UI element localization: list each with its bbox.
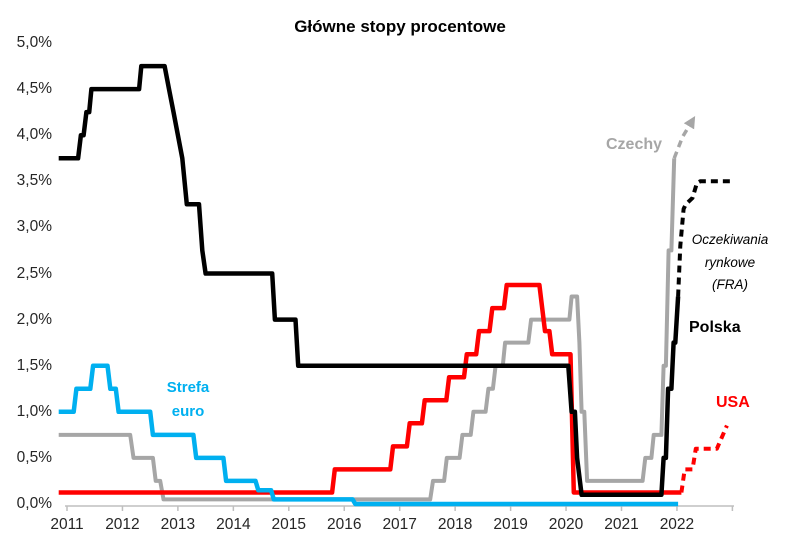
- series-line-usa: [58, 282, 682, 495]
- label-usa: USA: [716, 394, 750, 411]
- x-axis-label: 2019: [493, 516, 528, 533]
- chart-title: Główne stopy procentowe: [294, 17, 506, 36]
- x-axis-label: 2013: [160, 516, 196, 533]
- series-line-polska-forecast: [676, 179, 731, 297]
- y-axis-label: 2,5%: [16, 264, 52, 282]
- series-line-czechy: [58, 158, 677, 502]
- y-axis-label: 0,0%: [16, 495, 52, 512]
- y-axis-label: 3,0%: [16, 218, 52, 236]
- label-strefa-euro: Strefa euro: [156, 376, 220, 424]
- y-axis-label: 1,5%: [16, 356, 52, 374]
- series-lines: [58, 63, 731, 507]
- x-axis-label: 2012: [105, 516, 140, 533]
- label-czechy: Czechy: [606, 136, 663, 153]
- x-axis-label: 2016: [327, 516, 362, 533]
- x-axis-label: 2017: [382, 516, 417, 533]
- y-axis-label: 1,0%: [16, 402, 52, 420]
- x-axis-label: 2014: [216, 516, 251, 533]
- series-line-czechy-forecast: [672, 116, 696, 159]
- x-axis-label: 2021: [604, 516, 639, 533]
- x-axis-label: 2011: [50, 516, 84, 533]
- x-axis-label: 2018: [437, 516, 473, 533]
- x-axis-label: 2022: [659, 516, 695, 533]
- y-axis-label: 4,5%: [16, 80, 52, 98]
- label-fra-line3: (FRA): [712, 277, 748, 292]
- y-axis-label: 5,0%: [16, 34, 52, 51]
- y-axis-label: 3,5%: [16, 172, 52, 190]
- label-polska: Polska: [689, 319, 741, 336]
- y-axis-label: 0,5%: [16, 448, 52, 466]
- x-axis-label: 2020: [548, 516, 584, 533]
- series-line-usa-forecast: [679, 424, 729, 493]
- label-strefa-euro-line1: Strefa: [166, 379, 210, 396]
- y-axis-label: 4,0%: [16, 126, 52, 144]
- x-axis-label: 2015: [271, 516, 307, 533]
- series-line-polska: [58, 63, 681, 498]
- series-line-strefa_euro: [58, 363, 679, 507]
- x-axis: [65, 505, 734, 511]
- label-fra-line1: Oczekiwania: [691, 232, 769, 247]
- label-strefa-euro-line2: euro: [171, 403, 205, 420]
- y-axis-label: 2,0%: [16, 310, 52, 328]
- label-fra-expectations: Oczekiwania rynkowe (FRA): [678, 229, 782, 297]
- label-fra-line2: rynkowe: [704, 254, 756, 270]
